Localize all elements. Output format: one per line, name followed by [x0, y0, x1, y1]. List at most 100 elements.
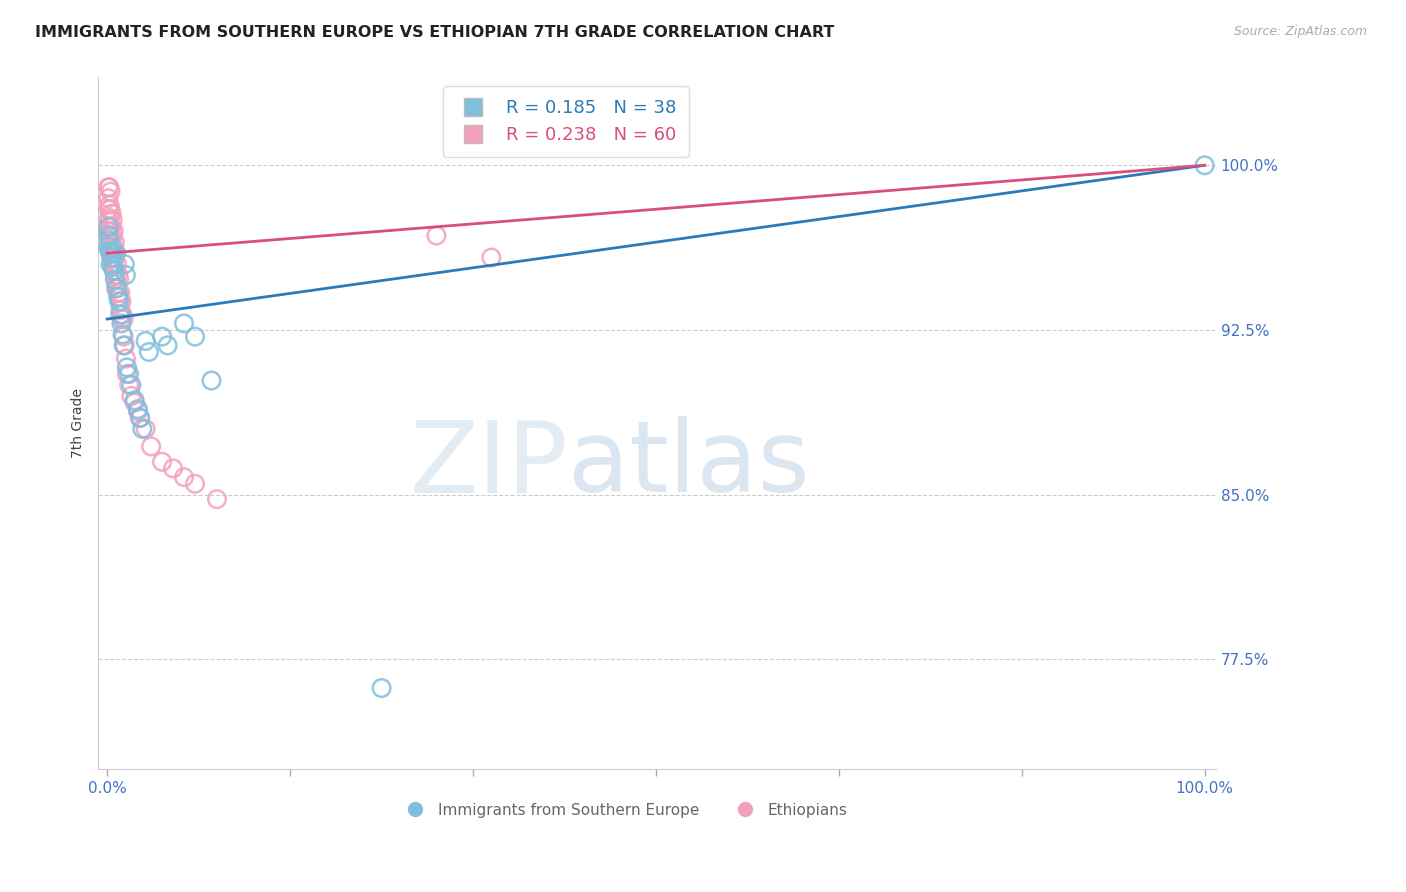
Point [370, 681, 392, 695]
Point [100, 219, 122, 234]
Point [115, 268, 138, 282]
Point [173, 470, 195, 484]
Point [120, 378, 142, 392]
Point [107, 290, 129, 304]
Point [103, 242, 125, 256]
Point [112, 338, 135, 352]
Point [139, 439, 162, 453]
Text: Source: ZipAtlas.com: Source: ZipAtlas.com [1233, 25, 1367, 38]
Point [101, 213, 124, 227]
Point [110, 285, 132, 300]
Point [131, 422, 153, 436]
Point [479, 251, 502, 265]
Text: ZIP: ZIP [409, 417, 568, 514]
Point [97, 180, 120, 194]
Point [104, 281, 127, 295]
Point [98, 211, 121, 225]
Point [111, 308, 134, 322]
Point [104, 246, 127, 260]
Point [105, 277, 128, 291]
Point [110, 312, 132, 326]
Point [112, 312, 135, 326]
Point [129, 410, 152, 425]
Point [104, 272, 127, 286]
Point [105, 257, 128, 271]
Point [97, 202, 120, 217]
Point [104, 264, 127, 278]
Point [97, 219, 120, 234]
Point [115, 367, 138, 381]
Point [115, 360, 138, 375]
Point [120, 389, 142, 403]
Point [112, 329, 135, 343]
Point [129, 410, 152, 425]
Point [100, 242, 122, 256]
Point [108, 272, 131, 286]
Point [103, 224, 125, 238]
Point [124, 393, 146, 408]
Point [101, 228, 124, 243]
Point [105, 281, 128, 295]
Point [100, 251, 122, 265]
Point [100, 206, 122, 220]
Point [425, 228, 447, 243]
Point [1194, 158, 1216, 172]
Point [97, 224, 120, 238]
Point [110, 317, 132, 331]
Point [118, 378, 141, 392]
Point [104, 268, 127, 282]
Point [110, 303, 132, 318]
Point [100, 219, 122, 234]
Point [101, 246, 124, 260]
Point [138, 345, 160, 359]
Text: IMMIGRANTS FROM SOUTHERN EUROPE VS ETHIOPIAN 7TH GRADE CORRELATION CHART: IMMIGRANTS FROM SOUTHERN EUROPE VS ETHIO… [35, 25, 835, 40]
Point [100, 202, 122, 217]
Point [104, 246, 127, 260]
Point [103, 264, 125, 278]
Point [101, 246, 124, 260]
Point [100, 185, 122, 199]
Point [108, 290, 131, 304]
Point [107, 268, 129, 282]
Point [135, 422, 157, 436]
Point [100, 257, 122, 271]
Point [184, 329, 207, 343]
Point [114, 338, 136, 352]
Point [98, 233, 121, 247]
Point [200, 374, 222, 388]
Point [110, 308, 132, 322]
Point [111, 327, 134, 342]
Point [101, 260, 124, 274]
Point [97, 213, 120, 227]
Point [100, 246, 122, 260]
Point [98, 224, 121, 238]
Point [115, 351, 138, 366]
Point [98, 198, 121, 212]
Point [98, 180, 121, 194]
Point [127, 402, 149, 417]
Text: atlas: atlas [568, 417, 810, 514]
Point [103, 257, 125, 271]
Y-axis label: 7th Grade: 7th Grade [72, 388, 86, 458]
Point [104, 251, 127, 265]
Point [98, 244, 121, 258]
Point [98, 235, 121, 249]
Point [100, 251, 122, 265]
Point [100, 235, 122, 249]
Point [97, 191, 120, 205]
Point [107, 285, 129, 300]
Point [127, 404, 149, 418]
Point [150, 455, 173, 469]
Point [97, 239, 120, 253]
Point [156, 338, 179, 352]
Point [205, 492, 228, 507]
Point [173, 317, 195, 331]
Point [114, 257, 136, 271]
Point [162, 461, 184, 475]
Point [108, 294, 131, 309]
Point [110, 294, 132, 309]
Point [150, 329, 173, 343]
Point [118, 367, 141, 381]
Legend: Immigrants from Southern Europe, Ethiopians: Immigrants from Southern Europe, Ethiopi… [394, 797, 853, 824]
Point [184, 476, 207, 491]
